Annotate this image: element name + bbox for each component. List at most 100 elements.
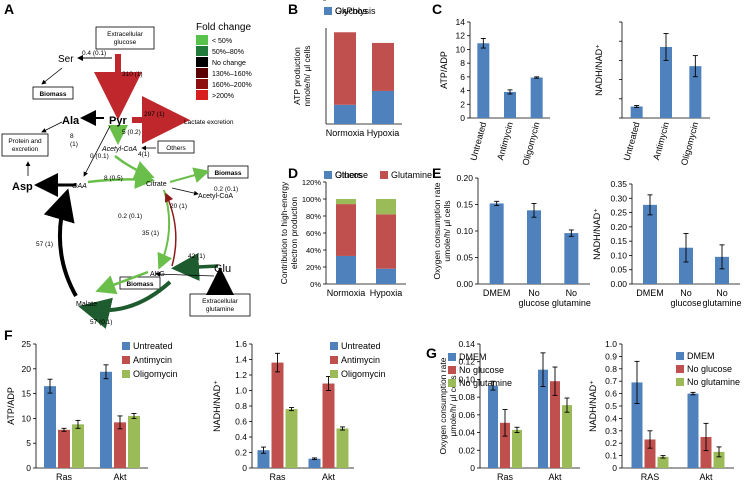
text-line: DMEM bbox=[459, 352, 487, 362]
y-tick-label: 14 bbox=[456, 17, 466, 27]
legend-label: Glucose bbox=[335, 170, 368, 180]
text-line: 0.15 bbox=[456, 200, 473, 210]
citrate-to-acetylcoa-arrow bbox=[171, 187, 199, 196]
text-line: Akt bbox=[699, 472, 713, 482]
bar-dmem bbox=[631, 382, 643, 468]
lactate-excretion-label: Lactate excretion bbox=[184, 119, 234, 126]
text-line: 0.20 bbox=[456, 173, 473, 183]
y-axis-label: ATP productionnmole/h/ μl cells bbox=[292, 45, 312, 106]
text-line: 0 bbox=[242, 463, 247, 473]
text-line: 0.15 bbox=[610, 236, 627, 246]
bar-oligomycin bbox=[72, 424, 84, 468]
text-line: Contribution to high-energy bbox=[279, 181, 289, 284]
flux-label: 20 (1) bbox=[170, 203, 187, 210]
text-line: 0.02 bbox=[458, 445, 475, 455]
bar-no-glutamine bbox=[562, 405, 572, 468]
flux-label: 310 (1) bbox=[122, 71, 143, 78]
text-line: Akt bbox=[113, 472, 127, 482]
x-tick-label: No glucose bbox=[670, 288, 701, 308]
flux-label: 0.4 (0.1) bbox=[82, 50, 106, 57]
legend-swatch bbox=[196, 35, 208, 45]
bar-no-glucose bbox=[700, 437, 712, 468]
legend-label: < 50% bbox=[212, 38, 232, 45]
bar bbox=[715, 256, 729, 284]
text-line: 0.14 bbox=[458, 339, 475, 349]
legend-swatch bbox=[196, 46, 208, 56]
bar-no-glutamine bbox=[713, 451, 725, 468]
metabolite-acetyl-coa-2: Acetyl-CoA bbox=[198, 193, 233, 200]
legend-swatch bbox=[330, 342, 338, 350]
text-line: 0.10 bbox=[456, 226, 473, 236]
text-line: 0.5 bbox=[605, 401, 617, 411]
text-line: NADH/NAD⁺ bbox=[592, 208, 602, 260]
text-line: 0.25 bbox=[610, 208, 627, 218]
y-tick-label: 0.20 bbox=[610, 222, 627, 232]
biomass-label: Biomass bbox=[39, 91, 66, 98]
text-line: 1.2 bbox=[235, 370, 247, 380]
text-line: 0.05 bbox=[610, 265, 627, 275]
legend-swatch bbox=[448, 366, 456, 374]
legend-swatch bbox=[324, 171, 332, 179]
text-line: Normoxia bbox=[327, 288, 366, 298]
y-tick-label: 0 bbox=[242, 463, 247, 473]
text-line: 0.6 bbox=[605, 389, 617, 399]
text-line: DMEM bbox=[483, 288, 511, 298]
metabolite-malate: Malate bbox=[76, 301, 97, 308]
text-line: NADH/NAD⁺ bbox=[594, 44, 604, 96]
y-tick-label: 0.8 bbox=[605, 364, 617, 374]
text-line: (1) bbox=[70, 141, 78, 148]
y-axis-label: NADH/NAD⁺ bbox=[588, 380, 598, 432]
text-line: 40% bbox=[306, 246, 321, 255]
flux-label: 57 (0.1) bbox=[90, 319, 112, 326]
y-tick-label: 5 bbox=[26, 438, 31, 448]
y-tick-label: 80% bbox=[306, 212, 321, 221]
bar bbox=[564, 233, 579, 284]
y-tick-label: 0.4 bbox=[605, 413, 617, 423]
bar-glucose bbox=[376, 268, 396, 284]
text-line: 120% bbox=[302, 178, 322, 187]
legend-label: Glutamine bbox=[391, 170, 432, 180]
text-line: 0 bbox=[460, 113, 465, 123]
text-line: No bbox=[716, 288, 728, 298]
metabolite-ser: Ser bbox=[58, 54, 74, 65]
x-tick-label: RAS bbox=[641, 472, 660, 482]
y-axis-label: NADH/NAD⁺ bbox=[592, 208, 602, 260]
protein-excretion-label: Protein and excretion bbox=[8, 138, 42, 153]
y-tick-label: 0.10 bbox=[610, 250, 627, 260]
legend-swatch bbox=[196, 68, 208, 78]
text-line: E bbox=[432, 165, 441, 181]
flux-label: 4(1) bbox=[138, 151, 150, 158]
metabolite-glu: Glu bbox=[214, 263, 231, 275]
ala-to-protein-arrow bbox=[41, 121, 63, 133]
text-line: Ras bbox=[56, 472, 73, 482]
bar bbox=[489, 203, 504, 284]
akg-malate-bottom-arrow bbox=[78, 280, 172, 329]
bar-glycolysis bbox=[334, 104, 356, 124]
legend-label: Untreated bbox=[133, 341, 173, 351]
metabolite-akg: AKG bbox=[150, 271, 165, 278]
text-line: 0.4 bbox=[605, 413, 617, 423]
flux-label: 35 (1) bbox=[142, 230, 159, 237]
text-line: 50%–80% bbox=[212, 49, 244, 56]
bar-antimycin bbox=[58, 429, 70, 468]
panel-label: F bbox=[4, 327, 13, 343]
flux-label: 57 (1) bbox=[36, 241, 53, 248]
text-line: NADH/NAD⁺ bbox=[212, 380, 222, 432]
text-line: Untreated bbox=[341, 341, 381, 351]
legend-swatch bbox=[380, 171, 388, 179]
y-tick-label: 0.6 bbox=[605, 389, 617, 399]
legend-label: Antimycin bbox=[341, 355, 380, 365]
text-line: Hypoxia bbox=[370, 288, 403, 298]
text-line: glucose bbox=[114, 39, 137, 46]
text-line: Antimycin bbox=[133, 355, 172, 365]
extracellular-glucose-label: Extracellular glucose bbox=[107, 31, 144, 46]
legend-swatch bbox=[122, 342, 130, 350]
text-line: 0.08 bbox=[458, 392, 475, 402]
text-line: 1.6 bbox=[235, 339, 247, 349]
text-line: ATP production bbox=[292, 47, 302, 105]
text-line: Extracellular bbox=[202, 298, 239, 305]
legend-label: 160%–200% bbox=[212, 82, 252, 89]
text-line: Glutamine bbox=[391, 170, 432, 180]
legend-label: Oligomycin bbox=[133, 369, 178, 379]
legend-swatch bbox=[324, 7, 332, 15]
